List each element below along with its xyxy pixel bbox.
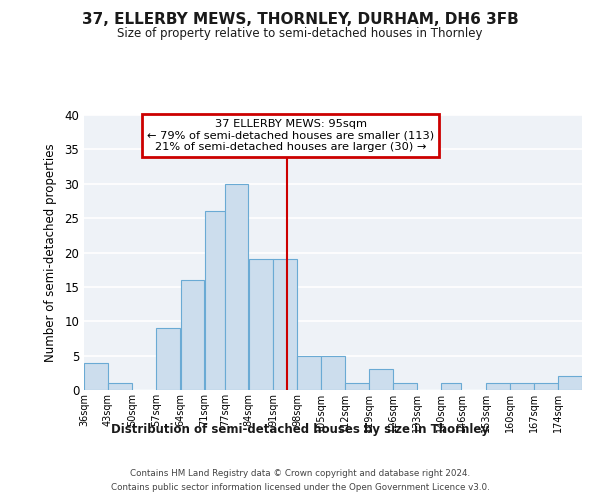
Bar <box>394 383 417 390</box>
Bar <box>370 370 393 390</box>
Bar <box>486 383 509 390</box>
Y-axis label: Number of semi-detached properties: Number of semi-detached properties <box>44 143 58 362</box>
Text: 37 ELLERBY MEWS: 95sqm
← 79% of semi-detached houses are smaller (113)
21% of se: 37 ELLERBY MEWS: 95sqm ← 79% of semi-det… <box>147 119 434 152</box>
Bar <box>205 211 224 390</box>
Bar <box>510 383 533 390</box>
Bar <box>85 362 107 390</box>
Bar <box>442 383 461 390</box>
Bar <box>181 280 204 390</box>
Bar <box>157 328 180 390</box>
Text: 37, ELLERBY MEWS, THORNLEY, DURHAM, DH6 3FB: 37, ELLERBY MEWS, THORNLEY, DURHAM, DH6 … <box>82 12 518 28</box>
Text: Size of property relative to semi-detached houses in Thornley: Size of property relative to semi-detach… <box>117 28 483 40</box>
Bar <box>249 260 272 390</box>
Bar <box>534 383 557 390</box>
Bar <box>346 383 369 390</box>
Text: Contains HM Land Registry data © Crown copyright and database right 2024.: Contains HM Land Registry data © Crown c… <box>130 469 470 478</box>
Text: Contains public sector information licensed under the Open Government Licence v3: Contains public sector information licen… <box>110 484 490 492</box>
Bar <box>297 356 320 390</box>
Bar <box>322 356 344 390</box>
Bar <box>559 376 581 390</box>
Text: Distribution of semi-detached houses by size in Thornley: Distribution of semi-detached houses by … <box>111 422 489 436</box>
Bar <box>225 184 248 390</box>
Bar <box>109 383 132 390</box>
Bar <box>273 260 296 390</box>
